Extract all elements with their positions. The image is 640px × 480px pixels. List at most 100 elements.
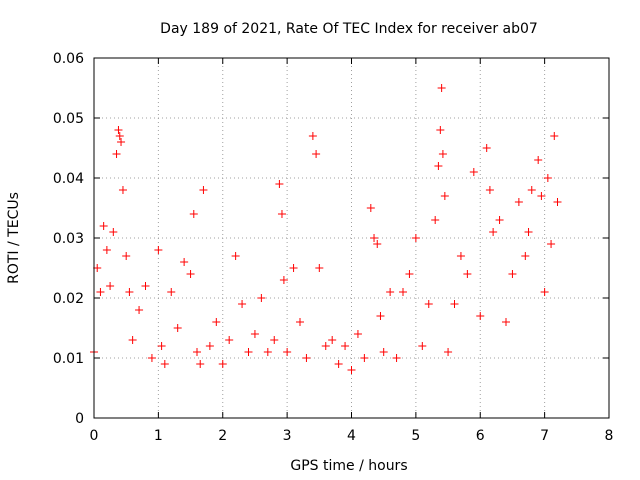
data-point (112, 150, 121, 158)
data-point (328, 336, 337, 344)
data-point (405, 270, 414, 278)
data-point (296, 318, 304, 326)
data-point (193, 348, 201, 356)
data-point (376, 312, 385, 320)
data-point (386, 288, 395, 296)
y-tick-label: 0.01 (53, 351, 84, 367)
data-point (205, 342, 214, 350)
y-axis-ticks: 0 0.01 0.02 0.03 0.04 0.05 0.06 (53, 51, 609, 427)
y-tick-label: 0.04 (53, 171, 84, 187)
data-point (186, 270, 195, 278)
x-tick-label: 1 (154, 428, 163, 444)
y-tick-label: 0.02 (53, 291, 84, 307)
data-point (96, 288, 105, 296)
data-point (379, 348, 388, 356)
data-point (257, 294, 266, 302)
data-point (128, 336, 137, 344)
data-point (444, 348, 453, 356)
x-tick-label: 6 (476, 428, 485, 444)
data-point (109, 228, 118, 236)
data-point (114, 126, 123, 134)
data-point (312, 150, 321, 158)
data-point (341, 342, 350, 350)
x-tick-label: 5 (411, 428, 420, 444)
data-point (289, 264, 298, 272)
data-point (373, 240, 382, 248)
data-point (527, 186, 536, 194)
chart-title: Day 189 of 2021, Rate Of TEC Index for r… (160, 21, 538, 37)
data-point (135, 306, 144, 314)
data-point (125, 288, 134, 296)
data-point (399, 288, 407, 296)
data-point (489, 228, 498, 236)
data-point (141, 282, 150, 290)
data-point (440, 192, 449, 200)
data-point (315, 264, 324, 272)
data-point (334, 360, 343, 368)
data-point (263, 348, 272, 356)
data-point (534, 156, 543, 164)
data-point (93, 264, 102, 272)
data-point (553, 198, 562, 206)
data-point (196, 360, 205, 368)
x-tick-label: 8 (605, 428, 614, 444)
data-point (283, 348, 292, 356)
data-point (476, 312, 485, 320)
data-point (173, 324, 182, 332)
data-point (277, 210, 286, 218)
data-point (212, 318, 221, 326)
data-point (366, 204, 375, 212)
data-point (360, 354, 369, 362)
data-series-roti (90, 84, 562, 374)
data-point (231, 252, 240, 260)
data-point (431, 216, 440, 224)
data-point (117, 138, 126, 146)
x-axis-title: GPS time / hours (290, 458, 407, 474)
data-point (543, 174, 552, 182)
grid-lines (94, 58, 609, 418)
x-tick-label: 4 (347, 428, 356, 444)
y-axis-title: ROTI / TECUs (6, 192, 22, 284)
data-point (147, 354, 156, 362)
data-point (122, 252, 131, 260)
data-point (270, 336, 279, 344)
data-point (502, 318, 510, 326)
data-point (537, 192, 546, 200)
data-point (485, 186, 494, 194)
data-point (167, 288, 176, 296)
x-tick-label: 0 (90, 428, 99, 444)
data-point (218, 360, 227, 368)
data-point (411, 234, 420, 242)
data-point (279, 276, 288, 284)
data-point (450, 300, 459, 308)
data-point (321, 342, 330, 350)
x-tick-label: 2 (218, 428, 227, 444)
y-tick-label: 0.06 (53, 51, 84, 67)
data-point (524, 228, 533, 236)
data-point (154, 246, 163, 254)
y-tick-label: 0 (75, 411, 84, 427)
data-point (456, 252, 465, 260)
data-point (463, 270, 472, 278)
data-point (436, 126, 445, 134)
data-point (418, 342, 427, 350)
data-point (118, 186, 127, 194)
data-point (508, 270, 517, 278)
data-point (495, 216, 504, 224)
data-point (106, 282, 115, 290)
data-point (244, 348, 253, 356)
data-point (347, 366, 356, 374)
data-point (550, 132, 559, 140)
data-point (438, 150, 447, 158)
data-point (482, 144, 491, 152)
data-point (180, 258, 189, 266)
data-point (199, 186, 208, 194)
data-point (308, 132, 317, 140)
data-point (99, 222, 108, 230)
x-tick-label: 7 (540, 428, 549, 444)
data-point (469, 168, 478, 176)
data-point (424, 300, 433, 308)
data-point (547, 240, 556, 248)
data-point (238, 300, 247, 308)
